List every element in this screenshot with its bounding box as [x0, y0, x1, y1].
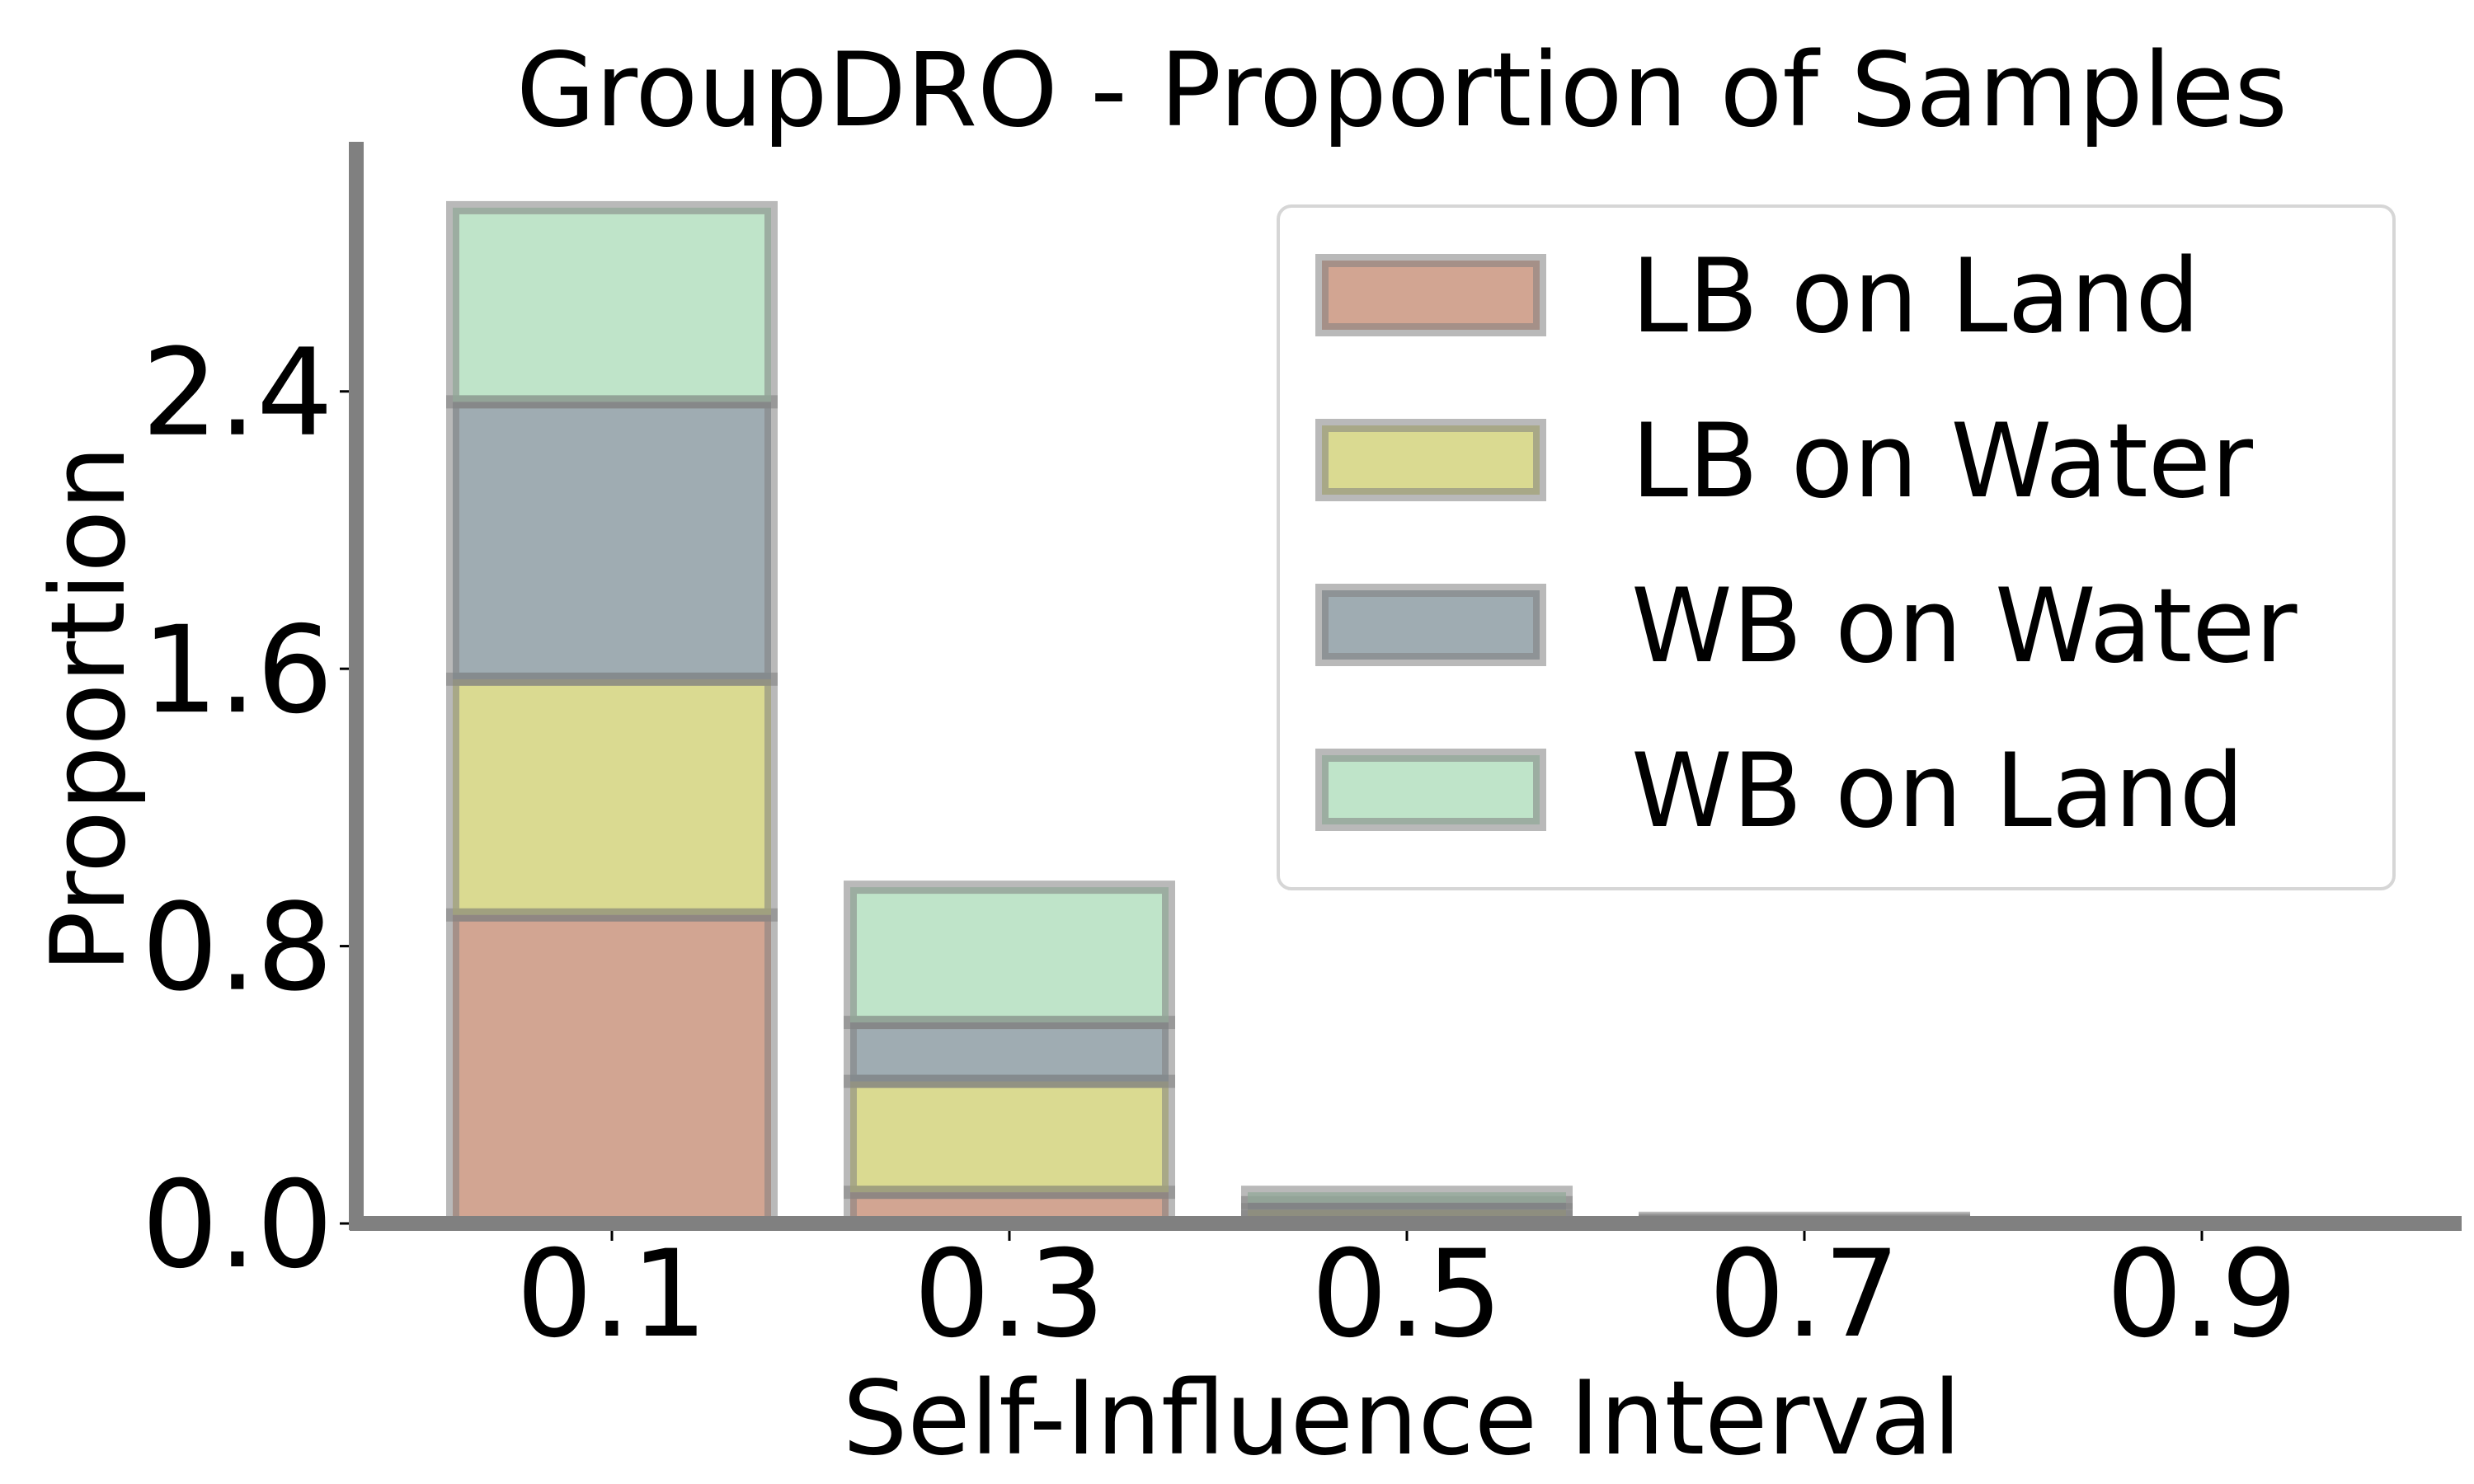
legend-swatch: [1315, 749, 1546, 831]
x-tick-label: 0.9: [2106, 1224, 2298, 1364]
y-tick-label: 1.6: [142, 600, 333, 740]
bar-segment: [446, 908, 778, 1230]
bar-segment: [844, 1016, 1175, 1088]
bars-group: [446, 200, 1970, 1231]
legend-swatch: [1315, 254, 1546, 336]
legend-swatch: [1315, 419, 1546, 501]
ticks-group: 0.0 0.8 1.6 2.4 0.1 0.3 0.5 0.7 0.9: [142, 323, 2298, 1364]
y-tick-label: 2.4: [142, 323, 333, 463]
bar-segment: [844, 881, 1175, 1030]
y-tick-label: 0.0: [142, 1155, 333, 1295]
x-tick-label: 0.1: [516, 1224, 708, 1364]
legend: LB on Land LB on Water WB on Water WB on La…: [1277, 204, 2396, 890]
legend-frame: [1277, 204, 2396, 890]
legend-label: WB on Water: [1631, 567, 2298, 686]
y-axis-label: Proportion: [30, 445, 148, 973]
bar-segment: [446, 395, 778, 686]
bar-segment: [1241, 1186, 1573, 1209]
legend-label: LB on Water: [1631, 402, 2253, 521]
chart-title: GroupDRO - Proportion of Samples: [516, 31, 2288, 150]
x-axis-label: Self-Influence Interval: [843, 1360, 1962, 1478]
legend-label: LB on Land: [1631, 237, 2200, 356]
legend-label: WB on Land: [1631, 732, 2244, 851]
x-tick-label: 0.3: [914, 1224, 1105, 1364]
bar-segment: [446, 200, 778, 409]
x-tick-label: 0.5: [1311, 1224, 1503, 1364]
y-tick-label: 0.8: [142, 878, 333, 1018]
x-tick-label: 0.7: [1709, 1224, 1900, 1364]
bar-segment: [844, 1074, 1175, 1200]
legend-swatch: [1315, 584, 1546, 666]
bar-segment: [446, 672, 778, 922]
